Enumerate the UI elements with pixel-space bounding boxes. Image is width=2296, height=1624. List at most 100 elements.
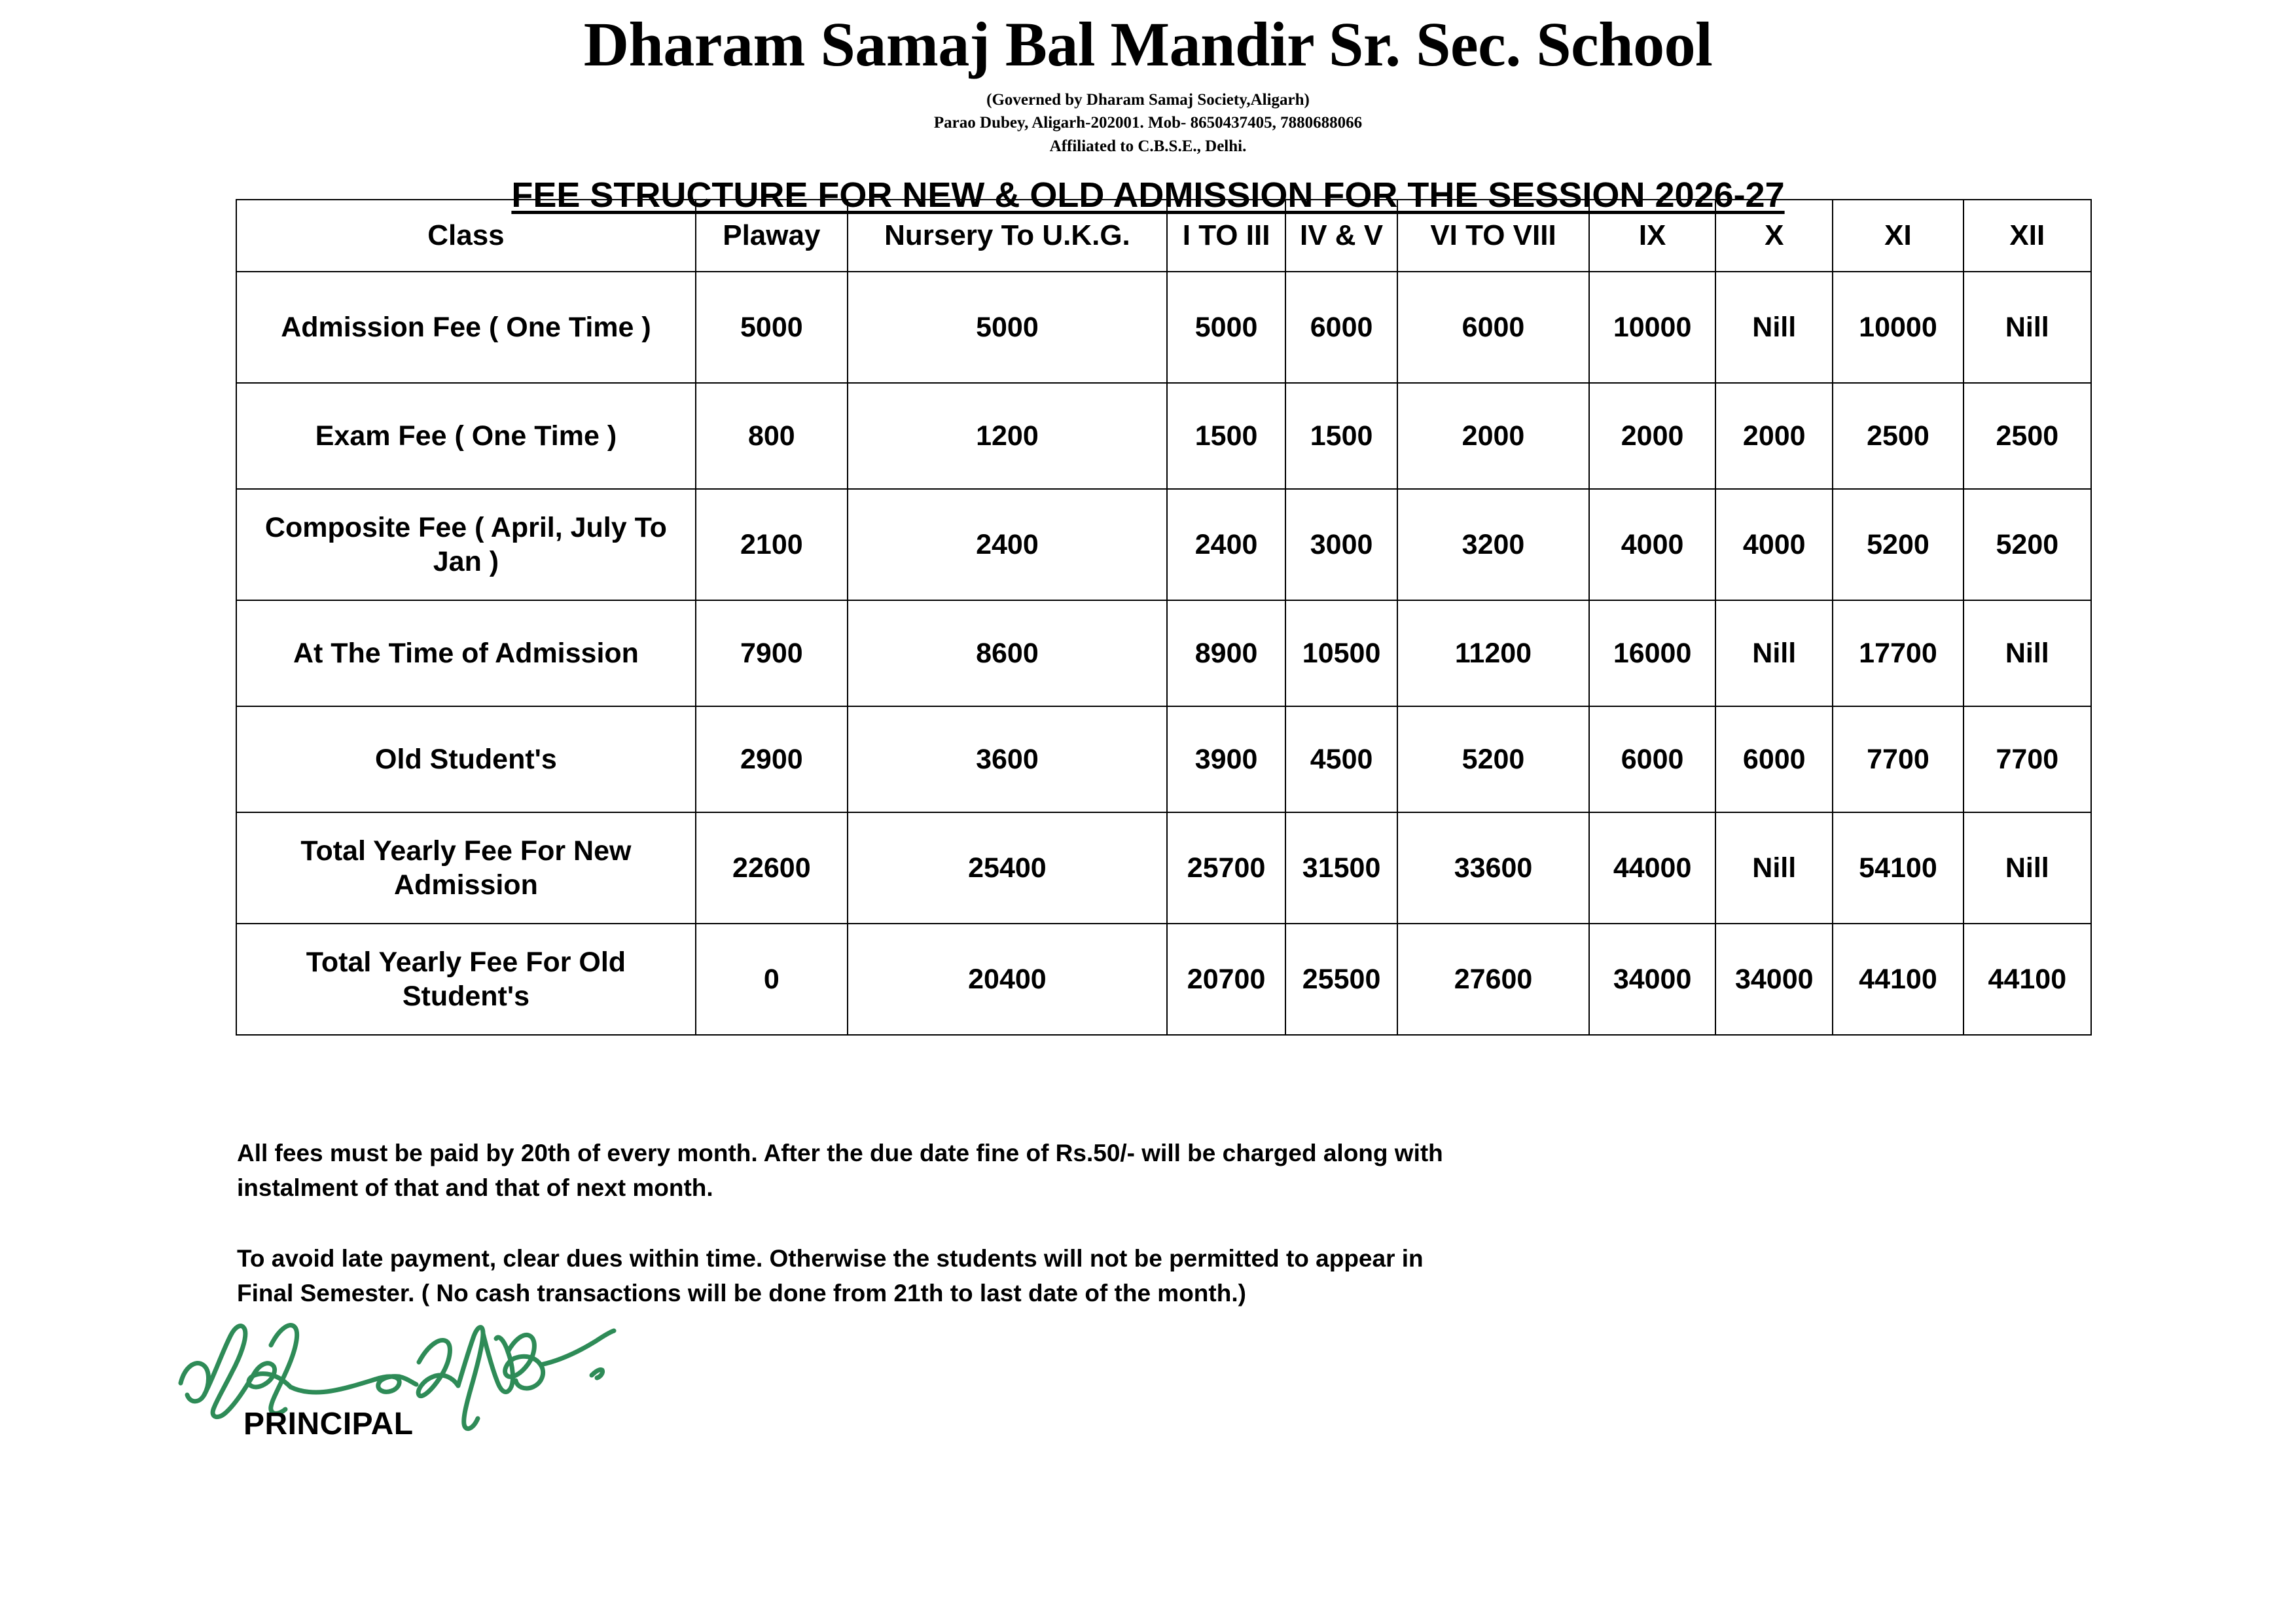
table-row: Total Yearly Fee For Old Student's 0 204… [236,923,2092,1036]
cell-total-new-i-iii: 25700 [1166,812,1287,924]
fee-table-container: Class Plaway Nursery To U.K.G. I TO III … [236,199,2092,1036]
notes-section: All fees must be paid by 20th of every m… [237,1136,1546,1310]
address-line: Parao Dubey, Aligarh-202001. Mob- 865043… [933,114,1363,132]
cell-at-admission-xii: Nill [1962,600,2092,707]
cell-exam-fee-iv-v: 1500 [1285,382,1399,490]
school-name: Dharam Samaj Bal Mandir Sr. Sec. School [583,9,1713,79]
cell-total-old-x: 34000 [1715,923,1834,1036]
cell-total-old-plaway: 0 [694,923,848,1036]
cell-admission-fee-iv-v: 6000 [1285,271,1399,384]
cell-at-admission-vi-viii: 11200 [1397,600,1590,707]
cell-exam-fee-xi: 2500 [1832,382,1964,490]
cell-total-new-nursery: 25400 [846,812,1168,924]
cell-composite-fee-nursery: 2400 [846,488,1168,601]
cell-total-new-xi: 54100 [1832,812,1964,924]
cell-exam-fee-xii: 2500 [1962,382,2092,490]
note-late-payment: To avoid late payment, clear dues within… [237,1245,1424,1307]
document-header: Dharam Samaj Bal Mandir Sr. Sec. School … [0,0,2296,215]
cell-at-admission-ix: 16000 [1588,600,1717,707]
cell-at-admission-plaway: 7900 [694,600,848,707]
cell-at-admission-i-iii: 8900 [1166,600,1287,707]
row-label-admission-fee: Admission Fee ( One Time ) [236,271,696,384]
cell-exam-fee-i-iii: 1500 [1166,382,1287,490]
cell-at-admission-nursery: 8600 [846,600,1168,707]
principal-signature [175,1299,673,1476]
column-header-i-to-iii: I TO III [1166,199,1287,272]
cell-total-new-ix: 44000 [1588,812,1717,924]
row-label-total-yearly-old: Total Yearly Fee For Old Student's [236,923,696,1036]
cell-exam-fee-nursery: 1200 [846,382,1168,490]
cell-composite-fee-x: 4000 [1715,488,1834,601]
fee-table: Class Plaway Nursery To U.K.G. I TO III … [236,199,2092,1036]
cell-old-students-nursery: 3600 [846,706,1168,813]
cell-old-students-iv-v: 4500 [1285,706,1399,813]
cell-old-students-plaway: 2900 [694,706,848,813]
table-row: Admission Fee ( One Time ) 5000 5000 500… [236,271,2092,384]
cell-composite-fee-i-iii: 2400 [1166,488,1287,601]
column-header-plaway: Plaway [694,199,848,272]
cell-composite-fee-vi-viii: 3200 [1397,488,1590,601]
signature-ink-icon [178,1323,617,1431]
cell-admission-fee-plaway: 5000 [694,271,848,384]
cell-at-admission-xi: 17700 [1832,600,1964,707]
row-label-composite-fee: Composite Fee ( April, July To Jan ) [236,488,696,601]
cell-total-old-xii: 44100 [1962,923,2092,1036]
cell-total-new-vi-viii: 33600 [1397,812,1590,924]
cell-exam-fee-vi-viii: 2000 [1397,382,1590,490]
table-header-row: Class Plaway Nursery To U.K.G. I TO III … [236,199,2092,272]
table-row: At The Time of Admission 7900 8600 8900 … [236,600,2092,707]
cell-total-old-nursery: 20400 [846,923,1168,1036]
column-header-x: X [1715,199,1834,272]
table-row: Exam Fee ( One Time ) 800 1200 1500 1500… [236,382,2092,490]
cell-composite-fee-xi: 5200 [1832,488,1964,601]
column-header-nursery-ukg: Nursery To U.K.G. [846,199,1168,272]
cell-composite-fee-plaway: 2100 [694,488,848,601]
cell-old-students-ix: 6000 [1588,706,1717,813]
cell-old-students-vi-viii: 5200 [1397,706,1590,813]
column-header-xi: XI [1832,199,1964,272]
row-label-old-students: Old Student's [236,706,696,813]
cell-old-students-x: 6000 [1715,706,1834,813]
cell-at-admission-iv-v: 10500 [1285,600,1399,707]
cell-admission-fee-ix: 10000 [1588,271,1717,384]
cell-total-new-plaway: 22600 [694,812,848,924]
cell-admission-fee-xii: Nill [1962,271,2092,384]
cell-total-new-xii: Nill [1962,812,2092,924]
row-label-exam-fee: Exam Fee ( One Time ) [236,382,696,490]
cell-exam-fee-plaway: 800 [694,382,848,490]
column-header-class: Class [236,199,696,272]
cell-total-new-iv-v: 31500 [1285,812,1399,924]
cell-admission-fee-xi: 10000 [1832,271,1964,384]
column-header-xii: XII [1962,199,2092,272]
governed-by-line: (Governed by Dharam Samaj Society,Aligar… [986,90,1310,109]
table-row: Old Student's 2900 3600 3900 4500 5200 6… [236,706,2092,813]
table-row: Composite Fee ( April, July To Jan ) 210… [236,488,2092,601]
row-label-total-yearly-new: Total Yearly Fee For New Admission [236,812,696,924]
affiliation-line: Affiliated to C.B.S.E., Delhi. [1049,137,1247,155]
cell-composite-fee-ix: 4000 [1588,488,1717,601]
cell-total-old-vi-viii: 27600 [1397,923,1590,1036]
cell-total-old-xi: 44100 [1832,923,1964,1036]
cell-total-old-ix: 34000 [1588,923,1717,1036]
cell-total-old-iv-v: 25500 [1285,923,1399,1036]
cell-admission-fee-x: Nill [1715,271,1834,384]
row-label-at-time-of-admission: At The Time of Admission [236,600,696,707]
cell-exam-fee-ix: 2000 [1588,382,1717,490]
cell-old-students-xi: 7700 [1832,706,1964,813]
table-row: Total Yearly Fee For New Admission 22600… [236,812,2092,924]
column-header-iv-and-v: IV & V [1285,199,1399,272]
cell-old-students-i-iii: 3900 [1166,706,1287,813]
note-payment-deadline: All fees must be paid by 20th of every m… [237,1140,1443,1201]
cell-composite-fee-iv-v: 3000 [1285,488,1399,601]
principal-label: PRINCIPAL [243,1407,414,1441]
cell-admission-fee-i-iii: 5000 [1166,271,1287,384]
cell-composite-fee-xii: 5200 [1962,488,2092,601]
cell-old-students-xii: 7700 [1962,706,2092,813]
column-header-ix: IX [1588,199,1717,272]
cell-at-admission-x: Nill [1715,600,1834,707]
cell-total-old-i-iii: 20700 [1166,923,1287,1036]
cell-total-new-x: Nill [1715,812,1834,924]
column-header-vi-to-viii: VI TO VIII [1397,199,1590,272]
cell-admission-fee-nursery: 5000 [846,271,1168,384]
